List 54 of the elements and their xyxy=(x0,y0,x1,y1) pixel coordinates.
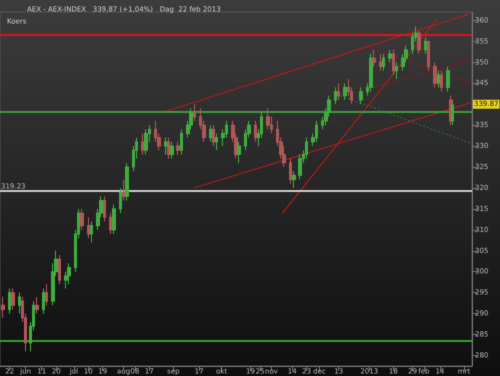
candlestick xyxy=(215,132,218,151)
candlestick xyxy=(446,66,450,92)
candlestick xyxy=(112,204,116,235)
candlestick xyxy=(170,141,174,160)
candlestick xyxy=(437,70,440,88)
candlestick xyxy=(359,86,363,105)
candlestick xyxy=(369,53,373,92)
candlestick xyxy=(424,36,427,54)
candlestick xyxy=(292,170,296,188)
candlestick xyxy=(427,40,430,72)
candlestick xyxy=(11,288,15,310)
candlestick xyxy=(8,288,11,314)
candlestick xyxy=(212,124,215,147)
candlestick xyxy=(42,288,45,314)
candlestick xyxy=(45,284,48,306)
candlestick xyxy=(90,220,93,243)
candlestick xyxy=(18,292,21,314)
candlestick xyxy=(395,62,398,80)
candlestick xyxy=(382,53,385,72)
candlestick xyxy=(209,124,212,142)
candlestick xyxy=(141,132,145,155)
candlestick xyxy=(372,49,376,67)
candlestick xyxy=(58,254,61,285)
candlestick xyxy=(379,53,382,72)
candlestick xyxy=(35,296,39,314)
candlestick xyxy=(334,86,337,105)
candlestick xyxy=(103,196,106,222)
candlestick xyxy=(337,82,340,100)
candlestick xyxy=(254,120,257,142)
candlestick xyxy=(237,141,241,164)
candlestick xyxy=(176,141,180,155)
candlestick xyxy=(305,137,308,160)
candlestick xyxy=(289,158,292,184)
candlestick xyxy=(144,128,148,155)
candlestick xyxy=(122,179,125,202)
candlestick xyxy=(119,187,122,214)
candlestick xyxy=(266,108,270,130)
candlestick xyxy=(417,30,421,54)
candlestick xyxy=(193,104,196,122)
candlestick xyxy=(315,120,318,142)
candlestick xyxy=(343,82,347,100)
candlestick xyxy=(298,154,302,180)
candlestick xyxy=(433,62,437,88)
candlestick xyxy=(440,70,443,92)
candlestick xyxy=(80,208,84,230)
candlestick xyxy=(67,262,71,285)
candlestick xyxy=(164,137,167,155)
candlestick xyxy=(180,128,183,155)
candlestick xyxy=(167,137,170,160)
candlestick xyxy=(1,296,5,318)
candlestick xyxy=(125,162,129,202)
candlestick xyxy=(388,49,392,63)
candlestick xyxy=(87,216,90,239)
candlestick xyxy=(392,49,395,76)
